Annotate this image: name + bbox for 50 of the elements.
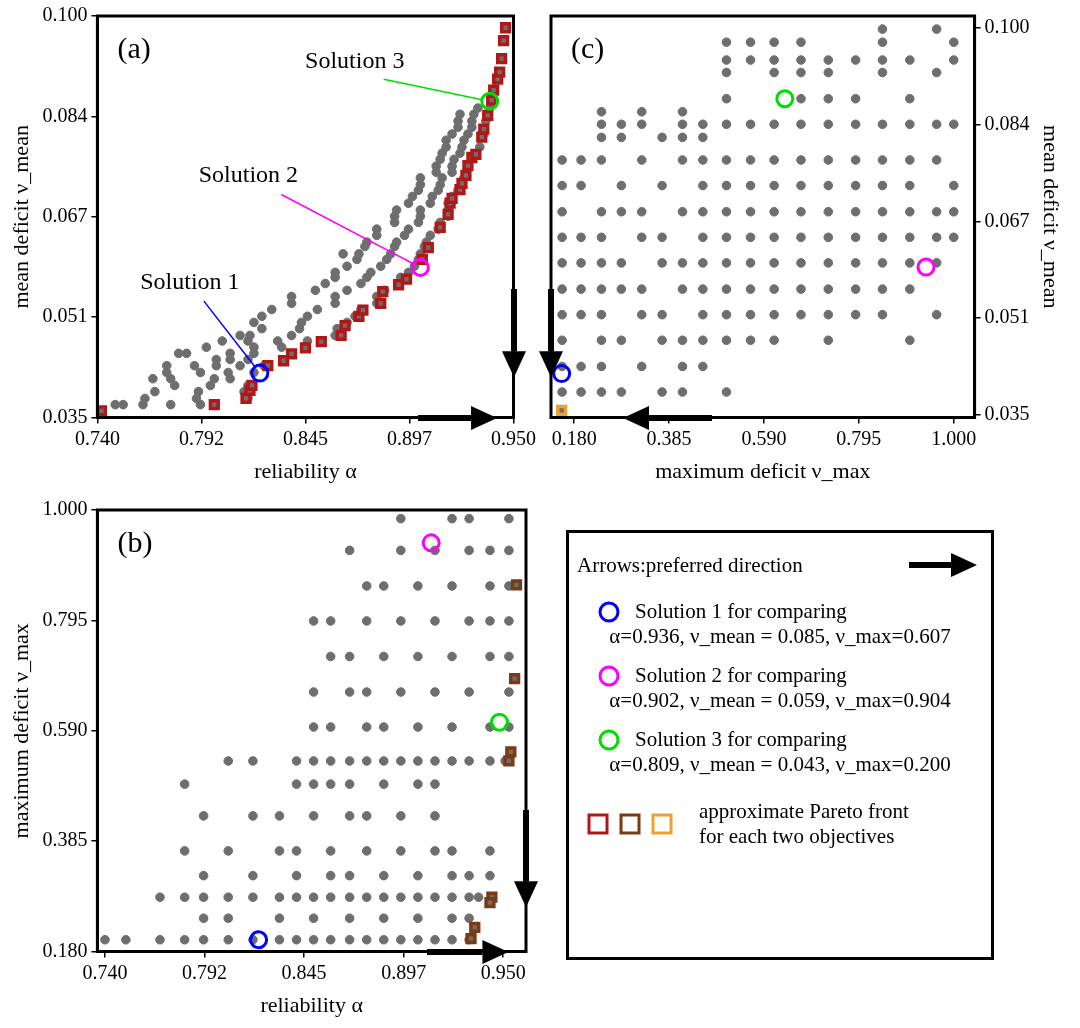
y-tick-label: 0.385 bbox=[42, 828, 88, 851]
x-tick-label: 0.950 bbox=[480, 960, 526, 983]
y-tick-label: 1.000 bbox=[42, 497, 88, 520]
text: α=0.902, ν_mean = 0.059, ν_max=0.904 bbox=[608, 688, 952, 713]
text: approximate Pareto front for each two objectives bbox=[699, 799, 910, 849]
y-tick-label: 0.084 bbox=[42, 103, 88, 126]
x-axis-title: reliability α bbox=[254, 457, 358, 483]
y-axis-title: mean deficit ν_mean bbox=[7, 125, 33, 309]
y2-tick-label: 0.067 bbox=[984, 208, 1030, 231]
text: Solution 3 for comparing bbox=[635, 727, 847, 752]
x-tick-label: 0.792 bbox=[178, 426, 224, 449]
y-axis-title: maximum deficit ν_max bbox=[7, 623, 33, 839]
x-tick-label: 0.845 bbox=[282, 426, 328, 449]
y-tick-label: 0.051 bbox=[42, 304, 88, 327]
x-tick-label: 0.950 bbox=[491, 426, 536, 449]
x-tick-label: 0.590 bbox=[741, 426, 787, 449]
x-axis-title: reliability α bbox=[260, 991, 364, 1017]
x-tick-label: 0.795 bbox=[836, 426, 882, 449]
text: α=0.809, ν_mean = 0.043, ν_max=0.200 bbox=[608, 752, 952, 777]
text: Solution 1 for comparing bbox=[635, 599, 847, 624]
x-tick-label: 0.180 bbox=[551, 426, 597, 449]
annotation: (a) bbox=[117, 30, 151, 65]
x-tick-label: 0.740 bbox=[82, 960, 128, 983]
y-tick-label: 0.100 bbox=[42, 3, 88, 26]
y-tick-label: 0.590 bbox=[42, 718, 88, 741]
y2-tick-label: 0.035 bbox=[984, 401, 1030, 424]
text: Solution 1 bbox=[140, 268, 240, 295]
y2-tick-label: 0.100 bbox=[984, 15, 1030, 38]
x-tick-label: 0.740 bbox=[74, 426, 120, 449]
annotation: (b) bbox=[117, 524, 153, 559]
text: Arrows:preferred direction bbox=[577, 552, 803, 578]
y2-tick-label: 0.051 bbox=[984, 305, 1030, 328]
x-tick-label: 0.845 bbox=[281, 960, 327, 983]
y2-tick-label: 0.084 bbox=[984, 111, 1030, 134]
text: Solution 3 bbox=[305, 46, 405, 73]
x-tick-label: 1.000 bbox=[931, 426, 977, 449]
text: Solution 2 for comparing bbox=[635, 663, 847, 688]
text: α=0.936, ν_mean = 0.085, ν_max=0.607 bbox=[608, 624, 952, 649]
y2-axis-title: mean deficit ν_mean bbox=[1039, 125, 1065, 309]
text: Solution 2 bbox=[198, 160, 299, 187]
y-tick-label: 0.180 bbox=[42, 938, 88, 961]
x-tick-label: 0.385 bbox=[646, 426, 692, 449]
x-axis-title: maximum deficit ν_max bbox=[655, 457, 871, 483]
y-tick-label: 0.795 bbox=[42, 607, 88, 630]
x-tick-label: 0.897 bbox=[386, 426, 432, 449]
y-tick-label: 0.035 bbox=[42, 404, 88, 427]
annotation: (c) bbox=[571, 30, 605, 65]
x-tick-label: 0.897 bbox=[381, 960, 427, 983]
y-tick-label: 0.067 bbox=[42, 204, 88, 227]
x-tick-label: 0.792 bbox=[182, 960, 228, 983]
